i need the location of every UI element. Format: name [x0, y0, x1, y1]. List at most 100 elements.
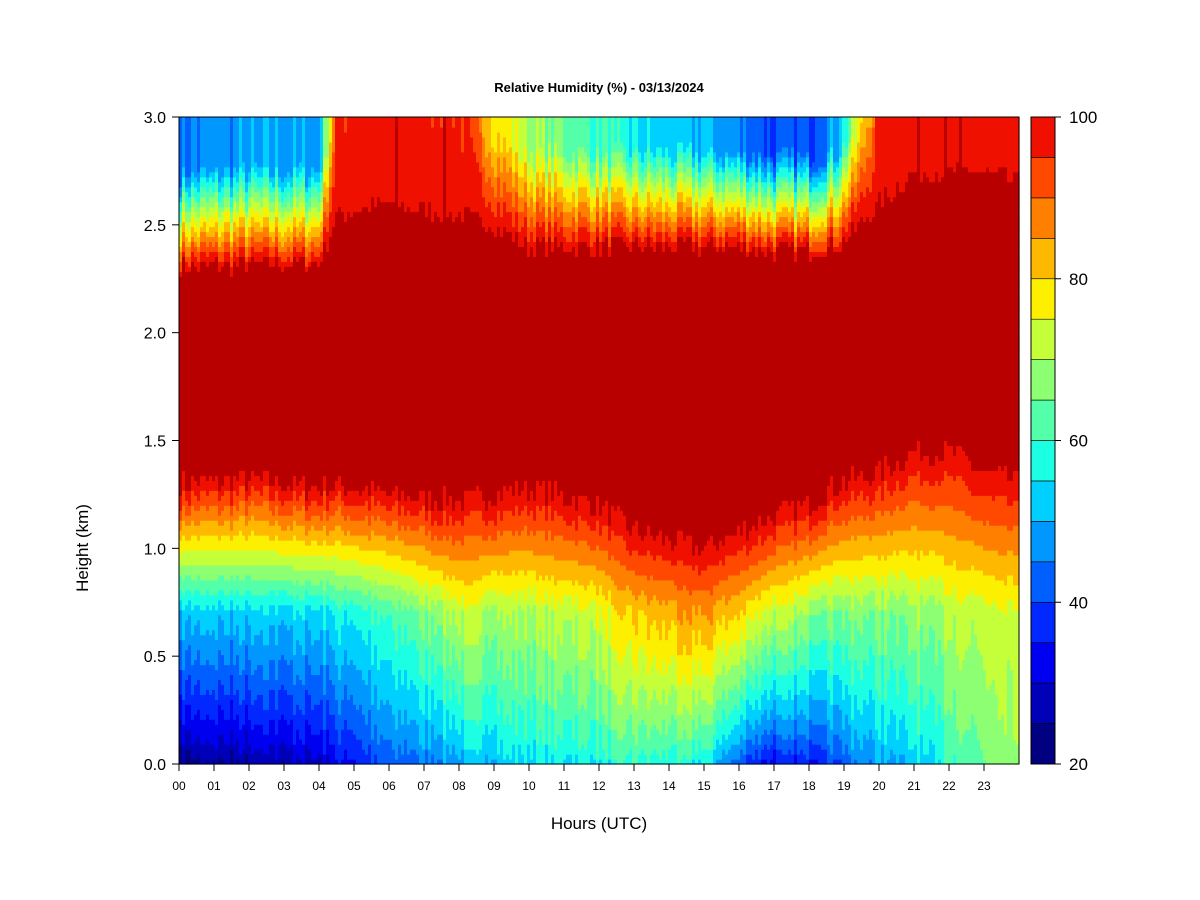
heatmap-cell [182, 276, 186, 282]
heatmap-cell [215, 211, 219, 218]
heatmap-cell [212, 749, 216, 755]
heatmap-cell [203, 141, 207, 148]
heatmap-cell [182, 754, 186, 760]
heatmap-cell [221, 211, 225, 218]
heatmap-cell [221, 545, 225, 551]
heatmap-cell [194, 564, 198, 571]
heatmap-cell [218, 669, 222, 676]
heatmap-cell [233, 136, 237, 143]
heatmap-cell [191, 375, 195, 382]
heatmap-cell [200, 335, 204, 342]
heatmap-cell [179, 599, 183, 606]
heatmap-cell [218, 311, 222, 317]
heatmap-cell [191, 211, 195, 218]
heatmap-cell [206, 375, 210, 382]
heatmap-cell [212, 340, 216, 347]
heatmap-cell [227, 549, 231, 556]
heatmap-cell [221, 390, 225, 397]
heatmap-cell [200, 430, 204, 437]
heatmap-cell [188, 440, 192, 447]
heatmap-cell [227, 485, 231, 491]
heatmap-cell [188, 321, 192, 327]
heatmap-cell [215, 286, 219, 292]
heatmap-cell [224, 400, 228, 407]
heatmap-cell [209, 166, 213, 173]
heatmap-cell [221, 714, 225, 720]
heatmap-cell [215, 569, 219, 576]
heatmap-cell [209, 465, 213, 471]
heatmap-cell [197, 689, 201, 695]
heatmap-cell [185, 151, 189, 158]
heatmap-cell [233, 724, 237, 730]
heatmap-cell [236, 410, 240, 417]
heatmap-cell [230, 729, 234, 735]
heatmap-cell [209, 201, 213, 208]
heatmap-cell [179, 724, 183, 730]
heatmap-cell [233, 435, 237, 442]
heatmap-cell [188, 759, 192, 765]
heatmap-cell [212, 126, 216, 133]
heatmap-cell [230, 301, 234, 307]
heatmap-cell [227, 535, 231, 541]
heatmap-cell [233, 266, 237, 272]
heatmap-cell [200, 435, 204, 442]
heatmap-cell [203, 549, 207, 556]
heatmap-cell [212, 694, 216, 700]
heatmap-cell [224, 545, 228, 551]
heatmap-cell [224, 584, 228, 591]
heatmap-cell [215, 609, 219, 616]
heatmap-cell [221, 236, 225, 243]
heatmap-cell [218, 540, 222, 546]
heatmap-cell [224, 490, 228, 496]
heatmap-cell [206, 331, 210, 337]
heatmap-cell [215, 604, 219, 611]
heatmap-cell [233, 181, 237, 188]
heatmap-cell [182, 331, 186, 337]
heatmap-cell [182, 261, 186, 267]
heatmap-cell [200, 425, 204, 432]
heatmap-cell [212, 136, 216, 143]
heatmap-cell [212, 520, 216, 526]
heatmap-cell [185, 246, 189, 252]
heatmap-cell [227, 117, 231, 123]
heatmap-cell [212, 415, 216, 422]
heatmap-cell [191, 420, 195, 427]
heatmap-cell [200, 579, 204, 586]
heatmap-cell [185, 719, 189, 725]
heatmap-cell [194, 684, 198, 690]
heatmap-cell [182, 281, 186, 287]
heatmap-cell [191, 365, 195, 372]
heatmap-cell [224, 549, 228, 556]
heatmap-cell [218, 306, 222, 312]
heatmap-cell [233, 211, 237, 218]
heatmap-cell [218, 564, 222, 571]
heatmap-cell [194, 281, 198, 287]
heatmap-cell [215, 430, 219, 437]
heatmap-cell [206, 231, 210, 238]
heatmap-cell [227, 724, 231, 730]
heatmap-cell [194, 385, 198, 392]
heatmap-cell [227, 759, 231, 765]
heatmap-cell [233, 375, 237, 382]
heatmap-cell [236, 360, 240, 367]
heatmap-cell [209, 450, 213, 457]
heatmap-cell [224, 704, 228, 710]
heatmap-cell [203, 221, 207, 228]
heatmap-cell [179, 291, 183, 297]
heatmap-cell [206, 510, 210, 516]
heatmap-cell [224, 664, 228, 671]
heatmap-cell [203, 256, 207, 262]
heatmap-cell [215, 340, 219, 347]
heatmap-cell [221, 370, 225, 377]
heatmap-cell [200, 470, 204, 476]
heatmap-cell [230, 744, 234, 750]
heatmap-cell [212, 301, 216, 307]
heatmap-cell [194, 400, 198, 407]
heatmap-cell [206, 296, 210, 302]
heatmap-cell [215, 405, 219, 412]
heatmap-cell [206, 485, 210, 491]
heatmap-cell [188, 549, 192, 556]
heatmap-cell [236, 350, 240, 357]
heatmap-cell [182, 510, 186, 516]
heatmap-cell [182, 744, 186, 750]
